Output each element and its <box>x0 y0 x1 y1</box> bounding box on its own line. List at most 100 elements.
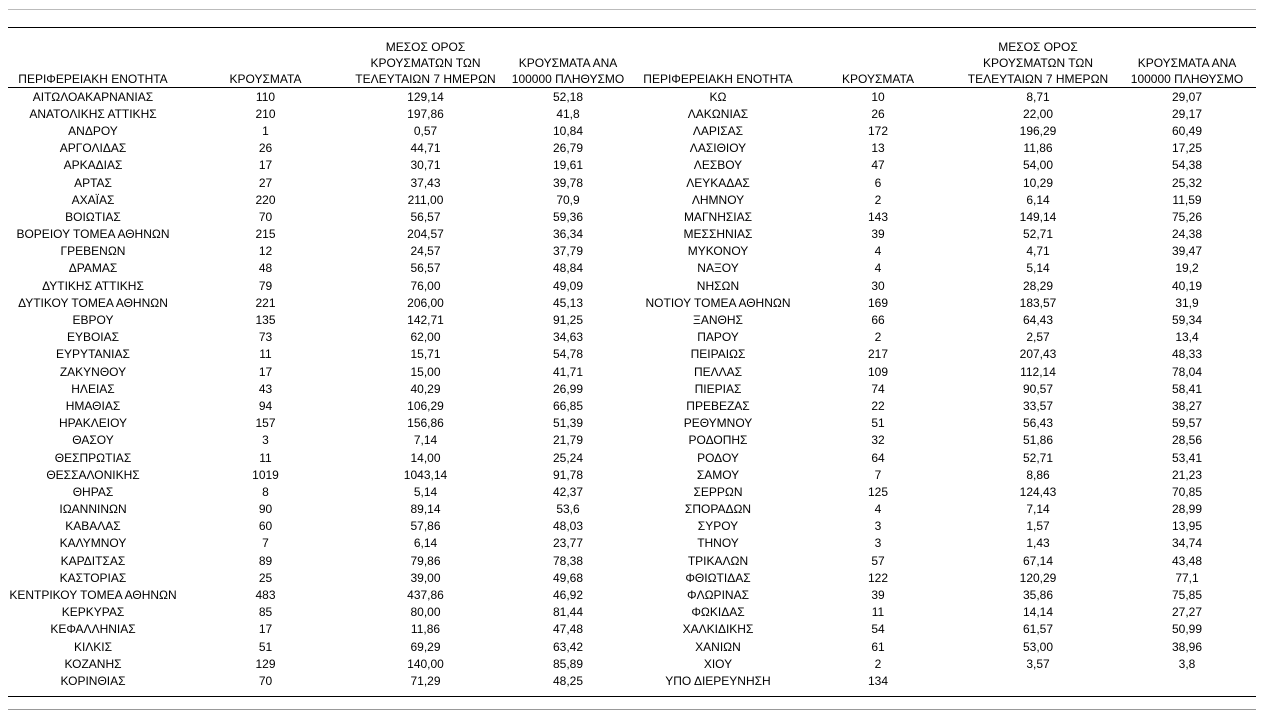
value-cell: 21,23 <box>1171 467 1203 482</box>
region-cell: ΙΩΑΝΝΙΝΩΝ <box>59 502 127 517</box>
value-cell: 70 <box>258 209 273 224</box>
value-cell: 61 <box>871 639 885 654</box>
value-cell: 11 <box>871 605 885 620</box>
column-header: ΚΡΟΥΣΜΑΤΑ <box>178 27 353 88</box>
value-cell: 59,34 <box>1171 313 1203 328</box>
value-cell: 39 <box>871 588 885 603</box>
region-cell: ΠΑΡΟΥ <box>697 330 739 345</box>
table-row: ΖΑΚΥΝΘΟΥ 17 15,00 41,71 ΠΕΛΛΑΣ 109 112,14 78,04 <box>8 363 1256 380</box>
region-cell: ΡΕΘΥΜΝΟΥ <box>683 416 753 431</box>
value-cell: 73 <box>258 330 273 345</box>
value-cell: 13,4 <box>1175 330 1199 345</box>
value-cell: 4 <box>874 502 882 517</box>
value-cell: 74 <box>871 381 885 396</box>
value-cell: 217 <box>867 347 889 362</box>
value-cell: 57,86 <box>410 519 441 534</box>
value-cell: 75,85 <box>1171 588 1203 603</box>
value-cell: 56,57 <box>410 261 441 276</box>
value-cell: 120,29 <box>1019 570 1057 585</box>
value-cell: 221 <box>255 295 276 310</box>
value-cell: 91,78 <box>552 467 584 482</box>
column-header: ΜΕΣΟΣ ΟΡΟΣ ΚΡΟΥΣΜΑΤΩΝ ΤΩΝ ΤΕΛΕΥΤΑΙΩΝ 7 Η… <box>353 27 498 88</box>
value-cell: 8,71 <box>1026 89 1050 104</box>
value-cell: 54,78 <box>552 347 584 362</box>
region-cell: ΗΛΕΙΑΣ <box>71 381 115 396</box>
table-row: ΑΧΑΪΑΣ 220 211,00 70,9 ΛΗΜΝΟΥ 2 6,14 11,59 <box>8 191 1256 208</box>
value-cell: 22 <box>871 398 885 413</box>
table-row: ΕΥΡΥΤΑΝΙΑΣ 11 15,71 54,78 ΠΕΙΡΑΙΩΣ 217 207,43 4… <box>8 346 1256 363</box>
region-cell: ΣΠΟΡΑΔΩΝ <box>684 502 752 517</box>
value-cell: 54 <box>871 622 885 637</box>
table-row: ΗΡΑΚΛΕΙΟΥ 157 156,86 51,39 ΡΕΘΥΜΝΟΥ 51 56,43 59… <box>8 415 1256 432</box>
region-cell: ΘΕΣΣΑΛΟΝΙΚΗΣ <box>46 467 140 482</box>
value-cell: 12 <box>258 244 273 259</box>
value-cell: 10,29 <box>1022 175 1054 190</box>
region-cell: ΑΡΤΑΣ <box>74 175 112 190</box>
value-cell: 206,00 <box>407 295 444 310</box>
value-cell: 8,86 <box>1026 467 1050 482</box>
value-cell: 70 <box>258 673 273 688</box>
value-cell: 0,57 <box>413 123 438 138</box>
value-cell: 110 <box>255 89 276 104</box>
region-cell: ΖΑΚΥΝΘΟΥ <box>59 364 127 379</box>
value-cell: 57 <box>871 553 885 568</box>
region-cell: ΞΑΝΘΗΣ <box>693 313 743 328</box>
value-cell: 1019 <box>252 467 279 482</box>
value-cell: 51 <box>258 639 273 654</box>
value-cell: 3,57 <box>1026 656 1050 671</box>
value-cell: 1,43 <box>1026 536 1050 551</box>
value-cell: 30 <box>871 278 885 293</box>
value-cell: 81,44 <box>552 605 584 620</box>
value-cell: 106,29 <box>407 398 444 413</box>
region-cell: ΜΕΣΣΗΝΙΑΣ <box>683 227 753 242</box>
value-cell: 134 <box>867 673 889 688</box>
region-cell: ΝΑΞΟΥ <box>697 261 739 276</box>
value-cell: 52,71 <box>1022 227 1054 242</box>
value-cell: 135 <box>255 313 276 328</box>
table-row: ΒΟΙΩΤΙΑΣ 70 56,57 59,36 ΜΑΓΝΗΣΙΑΣ 143 149,14 75… <box>8 208 1256 225</box>
value-cell: 70,9 <box>556 192 580 207</box>
region-cell: ΑΧΑΪΑΣ <box>71 192 115 207</box>
value-cell: 53,41 <box>1171 450 1203 465</box>
value-cell: 204,57 <box>407 227 444 242</box>
table-row: ΚΟΡΙΝΘΙΑΣ 70 71,29 48,25 ΥΠΟ ΔΙΕΡΕΥΝΗΣΗ 134 <box>8 672 1256 696</box>
value-cell: 11,59 <box>1172 192 1202 207</box>
value-cell: 122 <box>867 570 889 585</box>
table-row: ΗΛΕΙΑΣ 43 40,29 26,99 ΠΙΕΡΙΑΣ 74 90,57 58,41 <box>8 380 1256 397</box>
value-cell: 437,86 <box>407 588 444 603</box>
region-cell: ΑΙΤΩΛΟΑΚΑΡΝΑΝΙΑΣ <box>32 89 154 104</box>
table-row: ΘΗΡΑΣ 8 5,14 42,37 ΣΕΡΡΩΝ 125 124,43 70,85 <box>8 483 1256 500</box>
value-cell: 157 <box>255 416 276 431</box>
value-cell: 3 <box>262 433 269 448</box>
table-row: ΔΥΤΙΚΟΥ ΤΟΜΕΑ ΑΘΗΝΩΝ 221 206,00 45,13 ΝΟΤΙΟΥ… <box>8 294 1256 311</box>
value-cell: 11 <box>259 450 272 465</box>
value-cell: 91,25 <box>552 313 584 328</box>
value-cell: 11,86 <box>1023 141 1053 156</box>
value-cell: 27 <box>258 175 273 190</box>
value-cell: 75,26 <box>1171 209 1203 224</box>
value-cell: 51,39 <box>552 416 584 431</box>
value-cell: 38,27 <box>1171 398 1203 413</box>
value-cell: 28,99 <box>1171 502 1203 517</box>
region-cell: ΦΩΚΙΔΑΣ <box>691 605 745 620</box>
value-cell: 32 <box>871 433 885 448</box>
region-cell: ΣΑΜΟΥ <box>696 467 740 482</box>
value-cell: 47,48 <box>552 622 584 637</box>
table-row: ΚΑΣΤΟΡΙΑΣ 25 39,00 49,68 ΦΘΙΩΤΙΔΑΣ 122 120,29 7… <box>8 569 1256 586</box>
value-cell: 483 <box>255 588 276 603</box>
value-cell: 31,9 <box>1175 295 1199 310</box>
value-cell: 62,00 <box>410 330 441 345</box>
value-cell: 4 <box>874 244 882 259</box>
value-cell: 51,86 <box>1022 433 1054 448</box>
column-header: ΚΡΟΥΣΜΑΤΑ <box>798 27 958 88</box>
value-cell: 45,13 <box>552 295 584 310</box>
value-cell: 47 <box>871 158 885 173</box>
value-cell: 64,43 <box>1022 313 1054 328</box>
value-cell: 19,61 <box>552 158 584 173</box>
region-cell: ΛΕΣΒΟΥ <box>693 158 743 173</box>
value-cell: 13 <box>871 141 885 156</box>
table-row: ΑΡΓΟΛΙΔΑΣ 26 44,71 26,79 ΛΑΣΙΘΙΟΥ 13 11,86 17,2… <box>8 140 1256 157</box>
value-cell: 28,29 <box>1022 278 1054 293</box>
region-cell: ΝΗΣΩΝ <box>696 278 740 293</box>
column-header: ΠΕΡΙΦΕΡΕΙΑΚΗ ΕΝΟΤΗΤΑ <box>638 27 798 88</box>
